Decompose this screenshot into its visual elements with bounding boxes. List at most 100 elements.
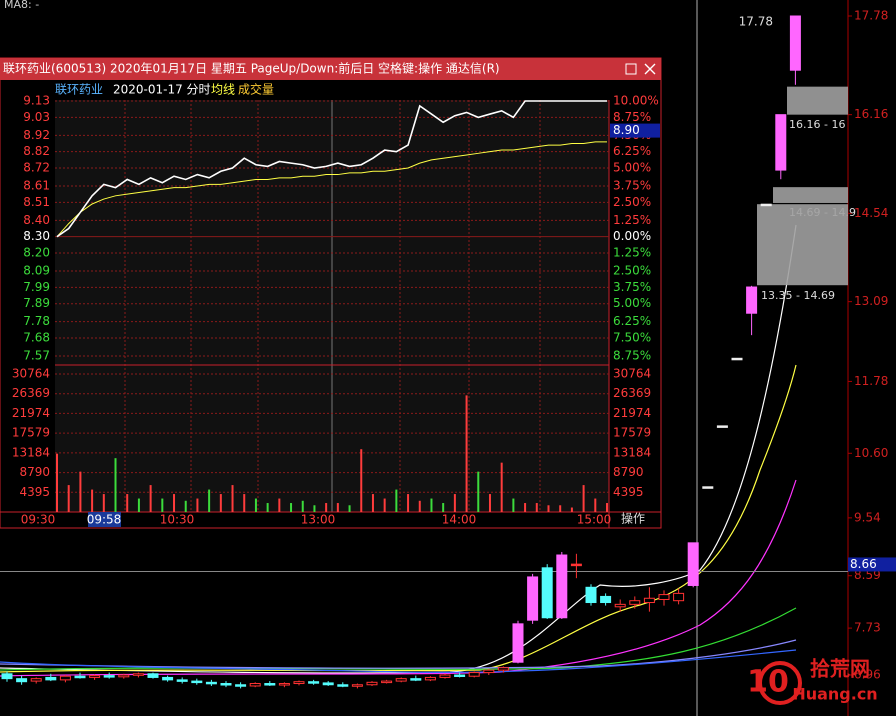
volume-bar [219, 494, 222, 512]
candle-body [556, 554, 568, 619]
candle-body [410, 678, 422, 681]
candle-body [118, 674, 130, 678]
candle-body [789, 15, 801, 71]
candle-body [59, 675, 71, 681]
candle-body [322, 682, 334, 686]
candle-body [293, 681, 305, 685]
volume-bar [582, 485, 585, 512]
volume-bar [231, 485, 234, 512]
candle-body [424, 676, 436, 681]
site-name: 拾荒网 [810, 657, 870, 681]
volume-bar [453, 494, 456, 512]
candle-body [366, 681, 378, 686]
maximize-button[interactable] [625, 63, 637, 75]
candle-body [614, 603, 626, 608]
candle-body [658, 594, 670, 600]
volume-label: 成交量 [238, 82, 274, 97]
volume-bar [161, 498, 164, 512]
pct-label: 1.25% [613, 246, 651, 260]
volume-bar [149, 485, 152, 512]
candle-body [673, 592, 685, 602]
y-tick-label: 8.30 [23, 229, 50, 243]
candle-body [74, 675, 86, 679]
volume-bar [348, 505, 351, 512]
candle-body [278, 683, 290, 686]
y-tick-label: 8.40 [23, 213, 50, 227]
volume-bar [407, 494, 410, 512]
volume-bar [371, 494, 374, 512]
volume-bar [126, 494, 129, 512]
ma-line [0, 649, 797, 674]
gap-box [757, 204, 848, 286]
volume-bar [266, 503, 269, 512]
candle-body [103, 675, 115, 678]
avg-line [56, 141, 607, 238]
pct-label: 3.75% [613, 280, 651, 294]
volume-bar [196, 498, 199, 512]
y-tick-label: 8.82 [23, 144, 50, 158]
volume-bar [477, 471, 480, 512]
y-tick-label: 7.99 [23, 280, 50, 294]
candle-body [497, 667, 509, 671]
volume-bar [208, 489, 211, 512]
candle-body [132, 673, 144, 676]
volume-bar [91, 489, 94, 512]
volume-bar [383, 498, 386, 512]
price-tag [610, 123, 660, 138]
pct-label: 8.75% [613, 349, 651, 363]
ma-label: MA8: - [4, 0, 39, 11]
pct-label: 5.00% [613, 161, 651, 175]
time-highlight [88, 512, 121, 527]
action-button[interactable]: 操作 [621, 511, 645, 526]
candle-body [570, 563, 582, 567]
candle-body [629, 600, 641, 605]
vol-tick-label: 13184 [12, 445, 50, 459]
candle-body [1, 673, 13, 680]
y-tick-label: 8.51 [23, 195, 50, 209]
y-tick-label: 9.54 [854, 510, 881, 524]
time-grid [124, 100, 541, 512]
y-tick-label: 17.78 [854, 9, 888, 23]
volume-bar [79, 471, 82, 512]
volume-bar [535, 503, 538, 512]
x-tick-label: 09:58 [87, 513, 122, 527]
volume-bar [67, 485, 70, 512]
volume-bar [336, 503, 339, 512]
volume-bar [418, 500, 421, 512]
candle-body [716, 425, 728, 428]
site-domain: Huang.cn [792, 685, 877, 704]
candle-body [512, 623, 524, 663]
volume-bar [114, 458, 117, 512]
gap-label: 16.16 - 16 [789, 118, 845, 131]
candle-body [337, 684, 349, 687]
volume-bar [290, 503, 293, 512]
vol-tick-label: 26369 [12, 386, 50, 400]
gap-box [787, 86, 848, 115]
y-tick-label: 16.16 [854, 107, 888, 121]
vol-tick-label: 4395 [19, 485, 50, 499]
candle-body [395, 678, 407, 682]
candle-body [760, 203, 772, 207]
candle-body [468, 672, 480, 677]
pct-label: 6.25% [613, 144, 651, 158]
candle-body [483, 669, 495, 674]
volume-bar [313, 505, 316, 512]
ma-line [0, 639, 797, 669]
logo-number: 10 [747, 665, 789, 700]
volume-bar [500, 462, 503, 512]
x-tick-label: 14:00 [442, 513, 477, 527]
vol-tick-label: 21974 [12, 406, 50, 420]
vol-tick-label: 8790 [613, 465, 644, 479]
pct-label: 2.50% [613, 195, 651, 209]
candle-body [205, 681, 217, 685]
candle-body [746, 286, 758, 314]
volume-bar [56, 453, 58, 512]
pct-label: 1.25% [613, 213, 651, 227]
vol-tick-label: 30764 [12, 367, 50, 381]
pct-label: 6.25% [613, 314, 651, 328]
ma-line [0, 607, 797, 671]
pct-label: 3.75% [613, 179, 651, 193]
y-tick-label: 7.89 [23, 296, 50, 310]
y-tick-label: 8.92 [23, 128, 50, 142]
close-button[interactable] [644, 63, 656, 75]
